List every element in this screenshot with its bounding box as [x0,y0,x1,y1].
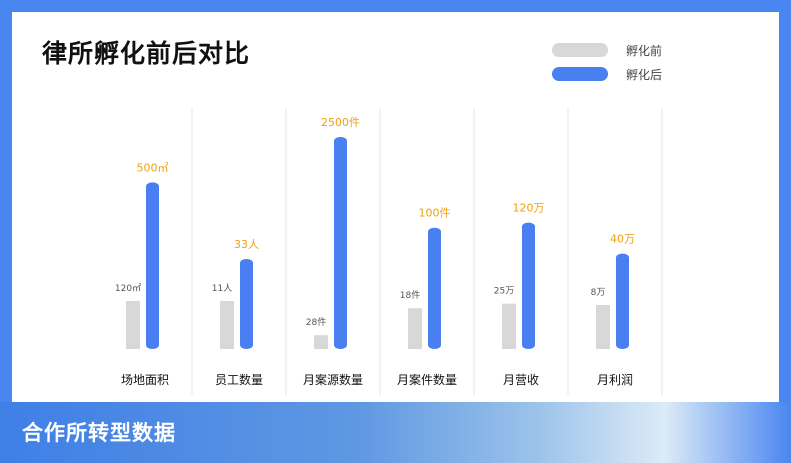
bar-before [502,303,516,349]
legend-item-after: 孵化后 [552,63,662,85]
legend-item-before: 孵化前 [552,39,662,61]
footer-title: 合作所转型数据 [22,421,176,445]
data-label-after: 2500件 [321,116,360,129]
category-label: 员工数量 [215,372,263,387]
bar-before [314,335,328,349]
chart-legend: 孵化前 孵化后 [552,39,662,87]
data-label-before: 28件 [306,316,326,328]
data-label-before: 18件 [400,289,420,301]
data-label-after: 100件 [419,207,451,220]
data-label-after: 40万 [610,233,635,246]
bar-after [428,227,441,349]
legend-swatch-after [552,67,608,81]
chart-title: 律所孵化前后对比 [42,39,251,68]
footer-banner: 合作所转型数据 [0,402,791,463]
data-label-before: 120㎡ [115,283,141,294]
legend-label-before: 孵化前 [626,43,663,58]
data-label-after: 120万 [513,202,545,215]
data-label-after: 33人 [234,238,259,251]
category-label: 月营收 [503,373,539,387]
bar-before [126,301,140,349]
bar-after [240,259,253,349]
bar-after [616,253,629,349]
bar-after [146,182,159,349]
data-label-after: 500㎡ [137,161,169,174]
category-label: 月案源数量 [303,372,363,387]
legend-label-after: 孵化后 [626,67,663,82]
data-label-before: 11人 [212,283,232,294]
category-label: 场地面积 [121,373,169,387]
bar-after [522,222,535,349]
bar-before [596,305,610,349]
category-label: 月案件数量 [397,372,457,387]
data-label-before: 8万 [591,288,606,298]
category-label: 月利润 [597,373,633,387]
legend-swatch-before [552,43,608,57]
bar-before [220,301,234,349]
bar-after [334,137,347,349]
data-label-before: 25万 [494,287,514,297]
bar-before [408,308,422,349]
